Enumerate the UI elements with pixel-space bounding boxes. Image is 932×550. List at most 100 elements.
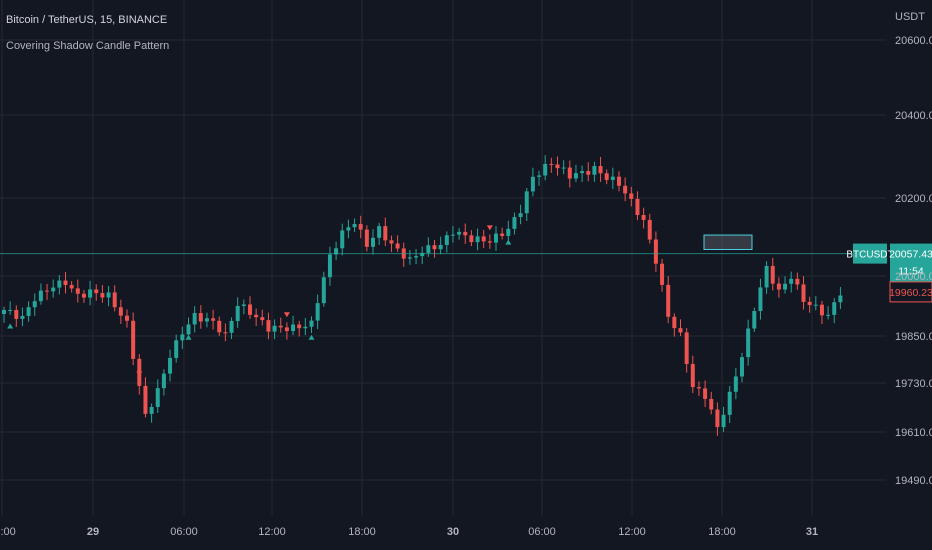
candle — [543, 155, 548, 181]
candle — [740, 352, 744, 383]
candle-body — [709, 398, 714, 410]
candle — [709, 391, 714, 415]
candle-body — [32, 301, 37, 308]
candle-body — [315, 303, 320, 321]
candle — [487, 234, 492, 249]
candle-body — [155, 388, 160, 408]
candle — [801, 276, 806, 310]
candle-body — [377, 226, 382, 238]
candle — [407, 250, 412, 265]
candle-body — [174, 340, 179, 358]
candle-body — [272, 325, 277, 332]
candle — [733, 368, 738, 400]
price-tick-label: 19610.00 — [895, 427, 932, 439]
candle-body — [518, 213, 523, 218]
candle-body — [211, 318, 216, 321]
candle-body — [684, 332, 689, 365]
candle-body — [51, 287, 56, 292]
candle-body — [88, 289, 93, 298]
price-tick-label: 20600.00 — [895, 35, 932, 47]
candle-body — [580, 171, 585, 174]
candle-body — [573, 173, 578, 179]
candle-body — [297, 324, 302, 329]
bearish-signal-marker — [136, 371, 143, 377]
price-tick-label: 20000.00 — [895, 271, 932, 283]
candle-body — [457, 231, 462, 235]
candle-body — [450, 234, 455, 236]
candle — [494, 226, 498, 251]
candle — [438, 236, 443, 255]
candle — [14, 305, 19, 327]
candle-body — [604, 173, 609, 180]
candle — [51, 279, 56, 298]
candle-body — [149, 407, 154, 414]
candle-body — [703, 388, 708, 399]
candle — [549, 157, 554, 173]
candle-body — [838, 295, 843, 303]
last-price-label: 19960.23 — [889, 287, 932, 299]
countdown-label: 11:54 — [898, 266, 924, 278]
candle-body — [346, 227, 351, 231]
candle-body — [260, 317, 265, 321]
candle — [635, 191, 640, 221]
candle-body — [598, 166, 603, 174]
candle — [112, 285, 117, 312]
candle-body — [2, 310, 6, 314]
candle — [358, 215, 363, 239]
candle-body — [623, 185, 628, 194]
candle-body — [266, 320, 271, 332]
time-tick-label: 30 — [447, 526, 459, 538]
chart-title: Bitcoin / TetherUS, 15, BINANCE — [6, 14, 168, 26]
candle — [389, 235, 394, 252]
candle — [672, 313, 677, 337]
candle-body — [506, 228, 511, 236]
candle-body — [666, 284, 671, 317]
price-axis-currency: USDT — [895, 11, 925, 23]
candle — [764, 261, 769, 294]
candle — [69, 281, 74, 293]
candle-body — [463, 231, 468, 236]
candle — [561, 160, 566, 175]
candle — [580, 165, 585, 182]
price-tick-label: 19730.00 — [895, 378, 932, 390]
candle — [690, 355, 695, 394]
candle-body — [567, 167, 572, 179]
candle — [795, 272, 800, 290]
candle-body — [819, 304, 824, 316]
candle — [832, 298, 837, 324]
candle — [807, 296, 812, 313]
candle-body — [161, 373, 166, 389]
candle — [321, 271, 326, 307]
candle-body — [112, 292, 117, 308]
candle-body — [561, 167, 566, 169]
candle-body — [303, 326, 308, 329]
candle — [125, 309, 129, 328]
candle — [647, 213, 652, 244]
candle-body — [500, 233, 505, 236]
candle — [260, 309, 265, 326]
candle — [309, 316, 314, 334]
candle-body — [407, 257, 412, 259]
candle-body — [358, 224, 363, 230]
candle — [789, 271, 794, 293]
candle-body — [8, 309, 13, 311]
candle-body — [364, 229, 369, 247]
candle — [364, 225, 369, 252]
symbol-badge — [853, 243, 887, 264]
candle-body — [524, 191, 529, 214]
candle — [696, 381, 701, 396]
candle — [414, 249, 419, 265]
candle-body — [543, 163, 548, 176]
candle — [678, 319, 683, 336]
candle-body — [248, 304, 252, 315]
candle-body — [125, 315, 129, 321]
candle-body — [826, 314, 831, 316]
candle-body — [198, 313, 203, 322]
candle — [161, 369, 166, 396]
candle-body — [647, 219, 652, 240]
candle-body — [168, 357, 173, 374]
candle-body — [629, 193, 634, 199]
pattern-box — [703, 234, 753, 250]
